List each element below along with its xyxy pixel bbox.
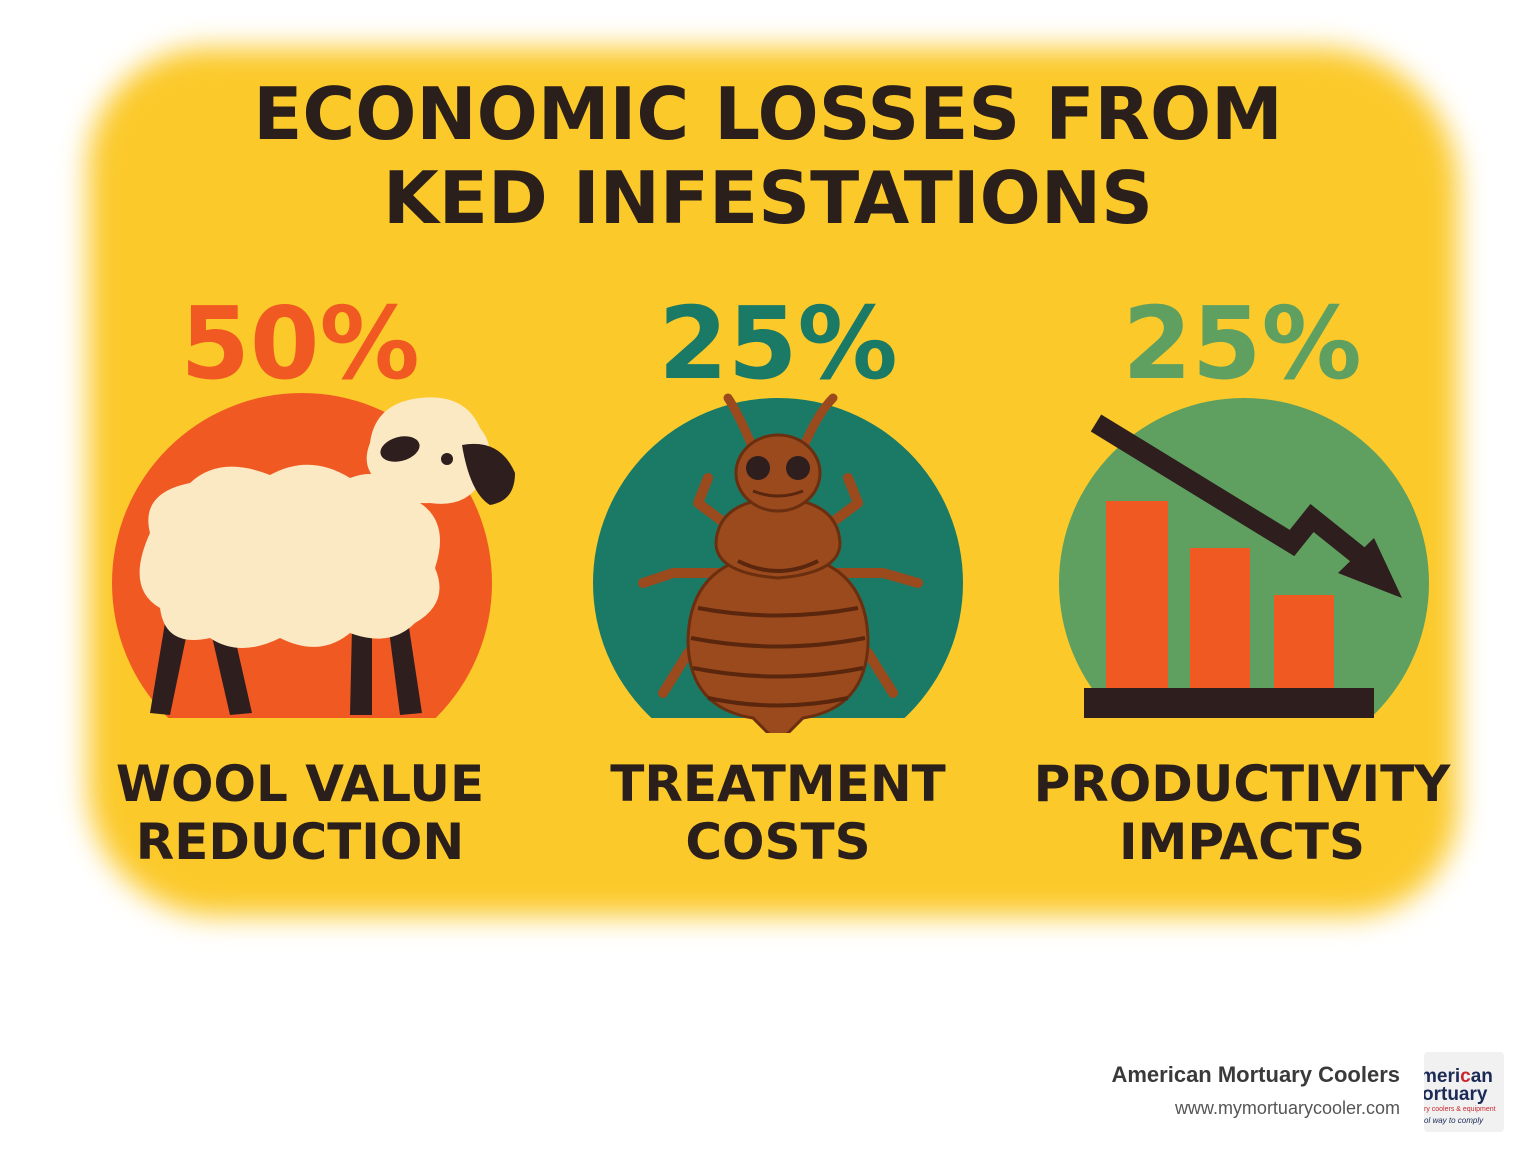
- stat-label: PRODUCTIVITY IMPACTS: [1012, 755, 1472, 871]
- stat-label-line-2: IMPACTS: [1119, 813, 1365, 871]
- stat-percentage: 50%: [180, 285, 420, 402]
- brand-url[interactable]: www.mymortuarycooler.com: [1174, 1098, 1400, 1118]
- logo-line-2: ortuary: [1424, 1084, 1488, 1105]
- stat-percentage: 25%: [658, 285, 898, 402]
- sheep-icon: [70, 383, 530, 733]
- stat-label-line-2: COSTS: [685, 813, 871, 871]
- declining-bar-chart-icon: [1012, 383, 1472, 733]
- stat-label-line-1: PRODUCTIVITY: [1033, 755, 1451, 813]
- logo-line-1: merican: [1424, 1066, 1493, 1087]
- logo-line-3: ry coolers & equipment: [1424, 1106, 1496, 1113]
- logo-line-4: ol way to comply: [1424, 1116, 1484, 1125]
- stat-percentage: 25%: [1122, 285, 1362, 402]
- title-line-1: ECONOMIC LOSSES FROM: [253, 72, 1283, 156]
- american-mortuary-logo: merican ortuary ry coolers & equipment o…: [1424, 1052, 1504, 1132]
- title-line-2: KED INFESTATIONS: [383, 156, 1153, 240]
- infographic-title: ECONOMIC LOSSES FROM KED INFESTATIONS: [0, 72, 1536, 240]
- stat-label-line-1: TREATMENT: [610, 755, 946, 813]
- stat-treatment-costs: 25%: [548, 285, 1008, 871]
- stat-label-line-1: WOOL VALUE: [115, 755, 485, 813]
- stat-productivity-impacts: 25% PRODUCTIVITY IMPACTS: [1012, 285, 1472, 871]
- stat-wool-value: 50% WOOL VALUE REDUCTION: [70, 285, 530, 871]
- stat-label: TREATMENT COSTS: [548, 755, 1008, 871]
- stat-label: WOOL VALUE REDUCTION: [70, 755, 530, 871]
- ked-bug-icon: [548, 383, 1008, 733]
- footer-credit: American Mortuary Coolers www.mymortuary…: [1111, 1062, 1400, 1119]
- stat-label-line-2: REDUCTION: [135, 813, 465, 871]
- brand-name: American Mortuary Coolers: [1111, 1062, 1400, 1087]
